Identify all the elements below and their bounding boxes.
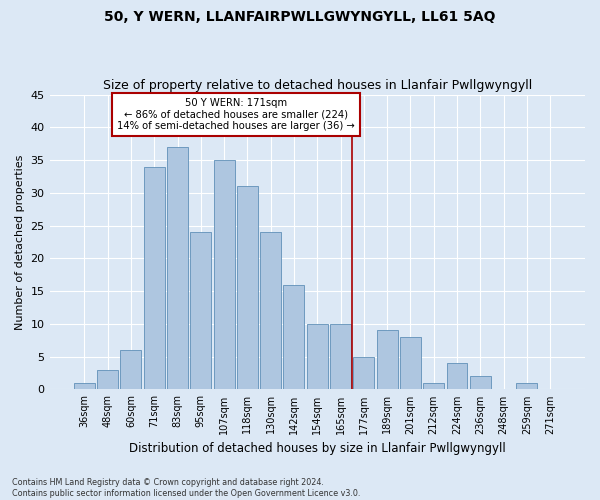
Bar xyxy=(214,160,235,390)
Bar xyxy=(97,370,118,390)
Bar xyxy=(377,330,398,390)
Bar xyxy=(237,186,258,390)
Bar xyxy=(190,232,211,390)
Bar xyxy=(470,376,491,390)
Bar xyxy=(121,350,142,390)
X-axis label: Distribution of detached houses by size in Llanfair Pwllgwyngyll: Distribution of detached houses by size … xyxy=(129,442,506,455)
Bar xyxy=(446,363,467,390)
Bar xyxy=(307,324,328,390)
Y-axis label: Number of detached properties: Number of detached properties xyxy=(15,154,25,330)
Bar xyxy=(283,284,304,390)
Bar xyxy=(423,383,444,390)
Bar xyxy=(517,383,538,390)
Bar xyxy=(260,232,281,390)
Text: 50 Y WERN: 171sqm
← 86% of detached houses are smaller (224)
14% of semi-detache: 50 Y WERN: 171sqm ← 86% of detached hous… xyxy=(117,98,355,131)
Bar xyxy=(353,356,374,390)
Title: Size of property relative to detached houses in Llanfair Pwllgwyngyll: Size of property relative to detached ho… xyxy=(103,79,532,92)
Bar xyxy=(400,337,421,390)
Bar xyxy=(330,324,351,390)
Bar xyxy=(74,383,95,390)
Bar xyxy=(144,166,165,390)
Text: Contains HM Land Registry data © Crown copyright and database right 2024.
Contai: Contains HM Land Registry data © Crown c… xyxy=(12,478,361,498)
Text: 50, Y WERN, LLANFAIRPWLLGWYNGYLL, LL61 5AQ: 50, Y WERN, LLANFAIRPWLLGWYNGYLL, LL61 5… xyxy=(104,10,496,24)
Bar xyxy=(167,147,188,390)
